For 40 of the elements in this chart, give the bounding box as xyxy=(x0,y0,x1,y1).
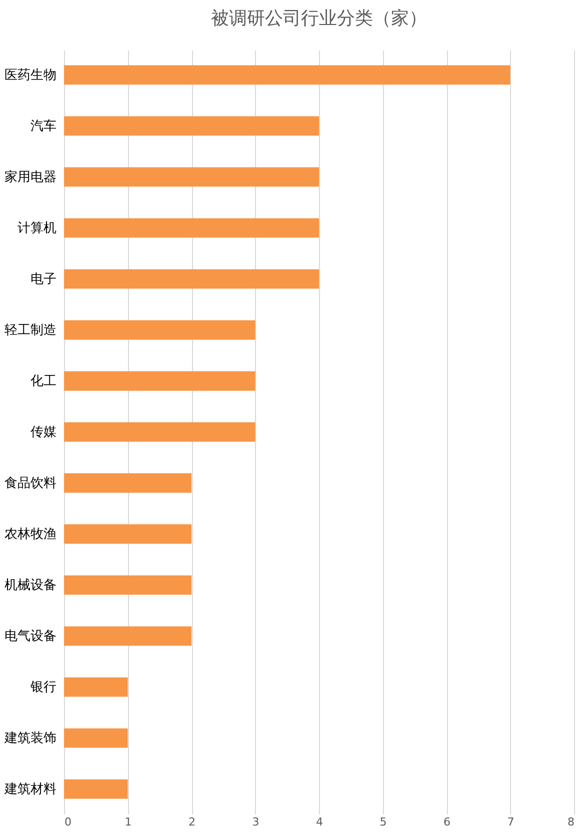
x-tick-label: 2 xyxy=(188,816,196,828)
y-tick-label: 机械设备 xyxy=(4,578,56,594)
bar xyxy=(64,218,319,238)
bar xyxy=(64,65,510,85)
x-tick-label: 1 xyxy=(124,816,132,828)
bar xyxy=(64,473,192,493)
bar xyxy=(64,677,128,697)
y-tick-label: 农林牧渔 xyxy=(4,527,56,542)
y-tick-label: 建筑材料 xyxy=(4,782,56,798)
y-tick-label: 银行 xyxy=(30,680,56,696)
bar xyxy=(64,116,319,136)
y-tick-label: 家用电器 xyxy=(4,168,56,185)
bar xyxy=(64,371,256,391)
y-tick-label: 汽车 xyxy=(30,118,56,134)
bar xyxy=(64,524,192,544)
y-tick-label: 电气设备 xyxy=(4,629,56,644)
x-tick-label: 4 xyxy=(316,816,323,828)
y-tick-label: 电子 xyxy=(30,272,56,287)
bar xyxy=(64,422,256,442)
bar xyxy=(64,626,192,646)
y-tick-label: 医药生物 xyxy=(4,68,56,83)
bar xyxy=(64,269,319,289)
bar xyxy=(64,779,128,799)
x-tick-label: 0 xyxy=(64,816,72,828)
y-tick-label: 化工 xyxy=(30,374,56,389)
y-tick-label: 食品饮料 xyxy=(4,476,56,491)
bar xyxy=(64,575,192,595)
y-tick-label: 计算机 xyxy=(18,220,56,236)
bar xyxy=(64,167,319,187)
y-tick-label: 传媒 xyxy=(30,425,56,440)
x-tick-label: 5 xyxy=(380,816,387,828)
x-tick-label: 8 xyxy=(568,816,574,828)
chart-title: 被调研公司行业分类（家） xyxy=(211,8,427,29)
bar xyxy=(64,320,256,340)
x-tick-label: 6 xyxy=(444,816,450,828)
y-tick-label: 轻工制造 xyxy=(4,322,56,338)
x-tick-label: 7 xyxy=(507,816,514,828)
x-tick-label: 3 xyxy=(252,816,260,828)
y-tick-label: 建筑装饰 xyxy=(4,731,56,746)
bar xyxy=(64,728,128,748)
